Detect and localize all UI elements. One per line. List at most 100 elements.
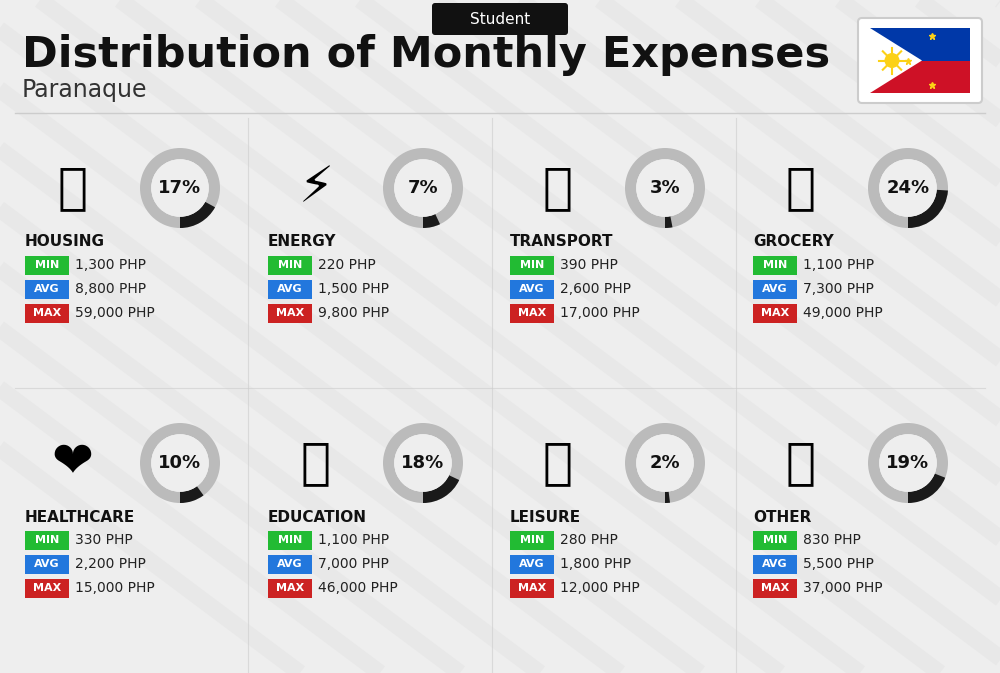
- Polygon shape: [870, 28, 922, 93]
- Text: 46,000 PHP: 46,000 PHP: [318, 581, 398, 595]
- FancyBboxPatch shape: [268, 530, 312, 549]
- Circle shape: [879, 434, 937, 492]
- Circle shape: [636, 160, 694, 217]
- Text: MAX: MAX: [518, 308, 546, 318]
- Text: MAX: MAX: [276, 583, 304, 593]
- Text: 7,000 PHP: 7,000 PHP: [318, 557, 389, 571]
- Text: 830 PHP: 830 PHP: [803, 533, 861, 547]
- Text: 8,800 PHP: 8,800 PHP: [75, 282, 146, 296]
- Text: 2%: 2%: [650, 454, 680, 472]
- Text: 24%: 24%: [886, 179, 930, 197]
- Text: MIN: MIN: [520, 260, 544, 270]
- Circle shape: [885, 53, 900, 68]
- Text: LEISURE: LEISURE: [510, 509, 581, 524]
- Circle shape: [394, 160, 452, 217]
- Text: ❤️: ❤️: [52, 439, 94, 487]
- Text: AVG: AVG: [519, 284, 545, 294]
- Text: 🎓: 🎓: [301, 439, 331, 487]
- Text: MAX: MAX: [518, 583, 546, 593]
- Text: 1,100 PHP: 1,100 PHP: [803, 258, 874, 272]
- FancyBboxPatch shape: [268, 256, 312, 275]
- Text: Distribution of Monthly Expenses: Distribution of Monthly Expenses: [22, 34, 830, 76]
- Text: HOUSING: HOUSING: [25, 234, 105, 250]
- FancyBboxPatch shape: [25, 579, 69, 598]
- FancyBboxPatch shape: [25, 304, 69, 322]
- Circle shape: [394, 434, 452, 492]
- Text: Student: Student: [470, 11, 530, 26]
- Text: 37,000 PHP: 37,000 PHP: [803, 581, 883, 595]
- Text: MIN: MIN: [763, 260, 787, 270]
- Text: 1,100 PHP: 1,100 PHP: [318, 533, 389, 547]
- FancyBboxPatch shape: [753, 579, 797, 598]
- Text: 1,500 PHP: 1,500 PHP: [318, 282, 389, 296]
- Text: 15,000 PHP: 15,000 PHP: [75, 581, 155, 595]
- Text: MAX: MAX: [33, 308, 61, 318]
- Text: 7%: 7%: [408, 179, 438, 197]
- Wedge shape: [868, 148, 948, 228]
- Wedge shape: [180, 202, 215, 228]
- Text: 🏗: 🏗: [58, 164, 88, 212]
- Text: 9,800 PHP: 9,800 PHP: [318, 306, 389, 320]
- Wedge shape: [625, 148, 705, 228]
- Text: 3%: 3%: [650, 179, 680, 197]
- Text: AVG: AVG: [34, 559, 60, 569]
- FancyBboxPatch shape: [268, 555, 312, 573]
- Bar: [870, 28, 970, 61]
- Text: 59,000 PHP: 59,000 PHP: [75, 306, 155, 320]
- Text: AVG: AVG: [34, 284, 60, 294]
- Text: Paranaque: Paranaque: [22, 78, 148, 102]
- Text: MAX: MAX: [761, 583, 789, 593]
- Text: AVG: AVG: [277, 284, 303, 294]
- Circle shape: [636, 434, 694, 492]
- FancyBboxPatch shape: [753, 555, 797, 573]
- Text: 18%: 18%: [401, 454, 445, 472]
- FancyBboxPatch shape: [25, 555, 69, 573]
- Text: AVG: AVG: [519, 559, 545, 569]
- Bar: [870, 61, 970, 93]
- Text: 17%: 17%: [158, 179, 202, 197]
- Text: 2,200 PHP: 2,200 PHP: [75, 557, 146, 571]
- Wedge shape: [383, 148, 463, 228]
- Text: 12,000 PHP: 12,000 PHP: [560, 581, 640, 595]
- Circle shape: [879, 160, 937, 217]
- Wedge shape: [868, 423, 948, 503]
- FancyBboxPatch shape: [510, 579, 554, 598]
- Text: ⚡: ⚡: [298, 164, 334, 212]
- Wedge shape: [908, 190, 948, 228]
- Text: 🛒: 🛒: [786, 164, 816, 212]
- Text: 390 PHP: 390 PHP: [560, 258, 618, 272]
- Text: GROCERY: GROCERY: [753, 234, 834, 250]
- FancyBboxPatch shape: [510, 304, 554, 322]
- FancyBboxPatch shape: [510, 279, 554, 299]
- FancyBboxPatch shape: [510, 555, 554, 573]
- FancyBboxPatch shape: [25, 530, 69, 549]
- Text: TRANSPORT: TRANSPORT: [510, 234, 614, 250]
- Text: 280 PHP: 280 PHP: [560, 533, 618, 547]
- FancyBboxPatch shape: [510, 530, 554, 549]
- Text: 7,300 PHP: 7,300 PHP: [803, 282, 874, 296]
- Text: 2,600 PHP: 2,600 PHP: [560, 282, 631, 296]
- Wedge shape: [423, 214, 440, 228]
- Text: AVG: AVG: [762, 284, 788, 294]
- Text: 220 PHP: 220 PHP: [318, 258, 376, 272]
- Text: AVG: AVG: [277, 559, 303, 569]
- Text: 1,300 PHP: 1,300 PHP: [75, 258, 146, 272]
- Text: MIN: MIN: [35, 535, 59, 545]
- Text: 330 PHP: 330 PHP: [75, 533, 133, 547]
- Text: MAX: MAX: [276, 308, 304, 318]
- FancyBboxPatch shape: [753, 256, 797, 275]
- Text: MIN: MIN: [278, 260, 302, 270]
- FancyBboxPatch shape: [510, 256, 554, 275]
- Text: 1,800 PHP: 1,800 PHP: [560, 557, 631, 571]
- Wedge shape: [423, 475, 459, 503]
- Wedge shape: [140, 423, 220, 503]
- FancyBboxPatch shape: [753, 530, 797, 549]
- Wedge shape: [665, 491, 670, 503]
- Text: HEALTHCARE: HEALTHCARE: [25, 509, 135, 524]
- Text: 🚌: 🚌: [543, 164, 573, 212]
- Text: 5,500 PHP: 5,500 PHP: [803, 557, 874, 571]
- FancyBboxPatch shape: [753, 279, 797, 299]
- Wedge shape: [625, 423, 705, 503]
- FancyBboxPatch shape: [268, 579, 312, 598]
- FancyBboxPatch shape: [268, 279, 312, 299]
